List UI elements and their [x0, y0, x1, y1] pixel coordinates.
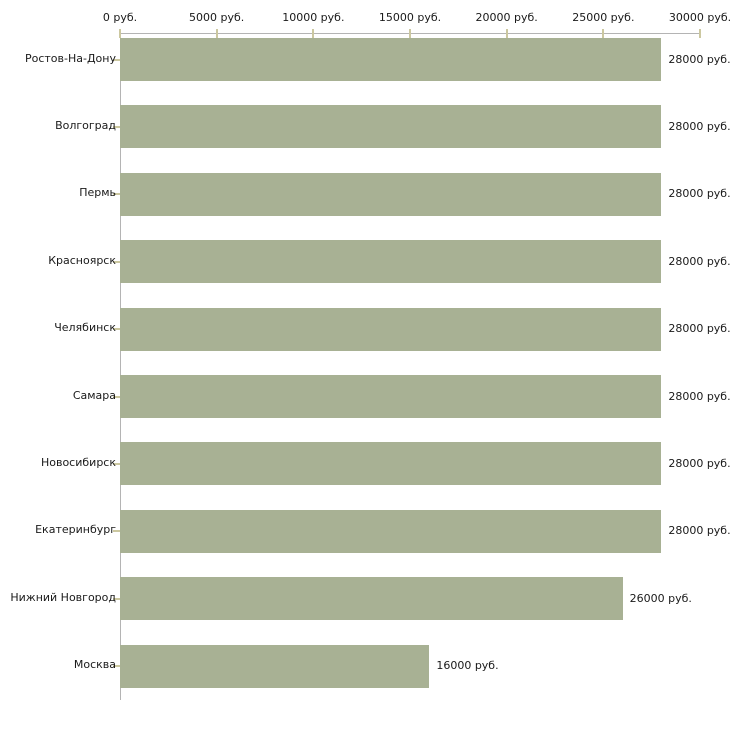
category-label: Челябинск	[54, 321, 116, 335]
y-axis-tick	[113, 462, 121, 465]
category-label: Пермь	[79, 186, 116, 200]
category-label: Волгоград	[55, 118, 116, 132]
y-axis-tick	[113, 193, 121, 196]
x-axis-tick-label: 20000 руб.	[475, 11, 538, 24]
x-axis-tick-label: 15000 руб.	[378, 11, 442, 24]
x-axis-tick	[119, 29, 121, 38]
category-label: Москва	[73, 658, 116, 672]
x-axis-tick	[215, 29, 218, 38]
x-axis-tick	[699, 29, 701, 38]
value-label: 28000 руб.	[668, 524, 730, 538]
x-axis-tick	[409, 29, 411, 38]
x-axis-tick-label: 25000 руб.	[572, 11, 635, 24]
value-label: 16000 руб.	[436, 659, 499, 673]
bar	[120, 577, 623, 621]
bar	[120, 509, 662, 553]
x-axis-tick-label: 5000 руб.	[189, 11, 245, 24]
bar	[120, 375, 662, 418]
category-label: Новосибирск	[40, 455, 116, 469]
y-axis-tick	[113, 665, 121, 668]
value-label: 28000 руб.	[668, 119, 730, 133]
bar	[120, 38, 662, 81]
y-axis-tick	[113, 597, 121, 600]
category-label: Красноярск	[48, 253, 116, 267]
x-axis-tick	[312, 29, 315, 38]
value-label: 28000 руб.	[668, 52, 730, 66]
category-label: Самара	[72, 388, 116, 402]
y-axis-tick	[113, 530, 121, 533]
x-axis-tick	[602, 29, 605, 38]
value-label: 28000 руб.	[668, 254, 730, 268]
category-label: Ростов-На-Дону	[24, 51, 116, 65]
bar	[120, 442, 662, 486]
x-axis-tick	[505, 29, 508, 38]
y-axis-tick	[113, 328, 121, 331]
y-axis-tick	[113, 260, 121, 263]
value-label: 28000 руб.	[668, 389, 730, 403]
category-label: Нижний Новгород	[10, 590, 116, 604]
category-label: Екатеринбург	[35, 523, 116, 537]
bar	[120, 172, 662, 216]
value-label: 28000 руб.	[668, 456, 730, 470]
value-label: 26000 руб.	[629, 591, 692, 605]
y-axis-tick	[113, 58, 121, 61]
bar	[120, 105, 662, 149]
x-axis-tick-label: 0 руб.	[102, 11, 138, 24]
bar	[120, 644, 430, 688]
bar	[120, 307, 662, 351]
x-axis-tick-label: 30000 руб.	[668, 11, 730, 24]
y-axis-tick	[113, 125, 121, 128]
y-axis-tick	[113, 395, 121, 398]
bar	[120, 240, 662, 284]
x-axis-tick-label: 10000 руб.	[282, 11, 345, 24]
value-label: 28000 руб.	[668, 322, 730, 336]
y-axis-line	[120, 33, 121, 700]
value-label: 28000 руб.	[668, 187, 730, 201]
